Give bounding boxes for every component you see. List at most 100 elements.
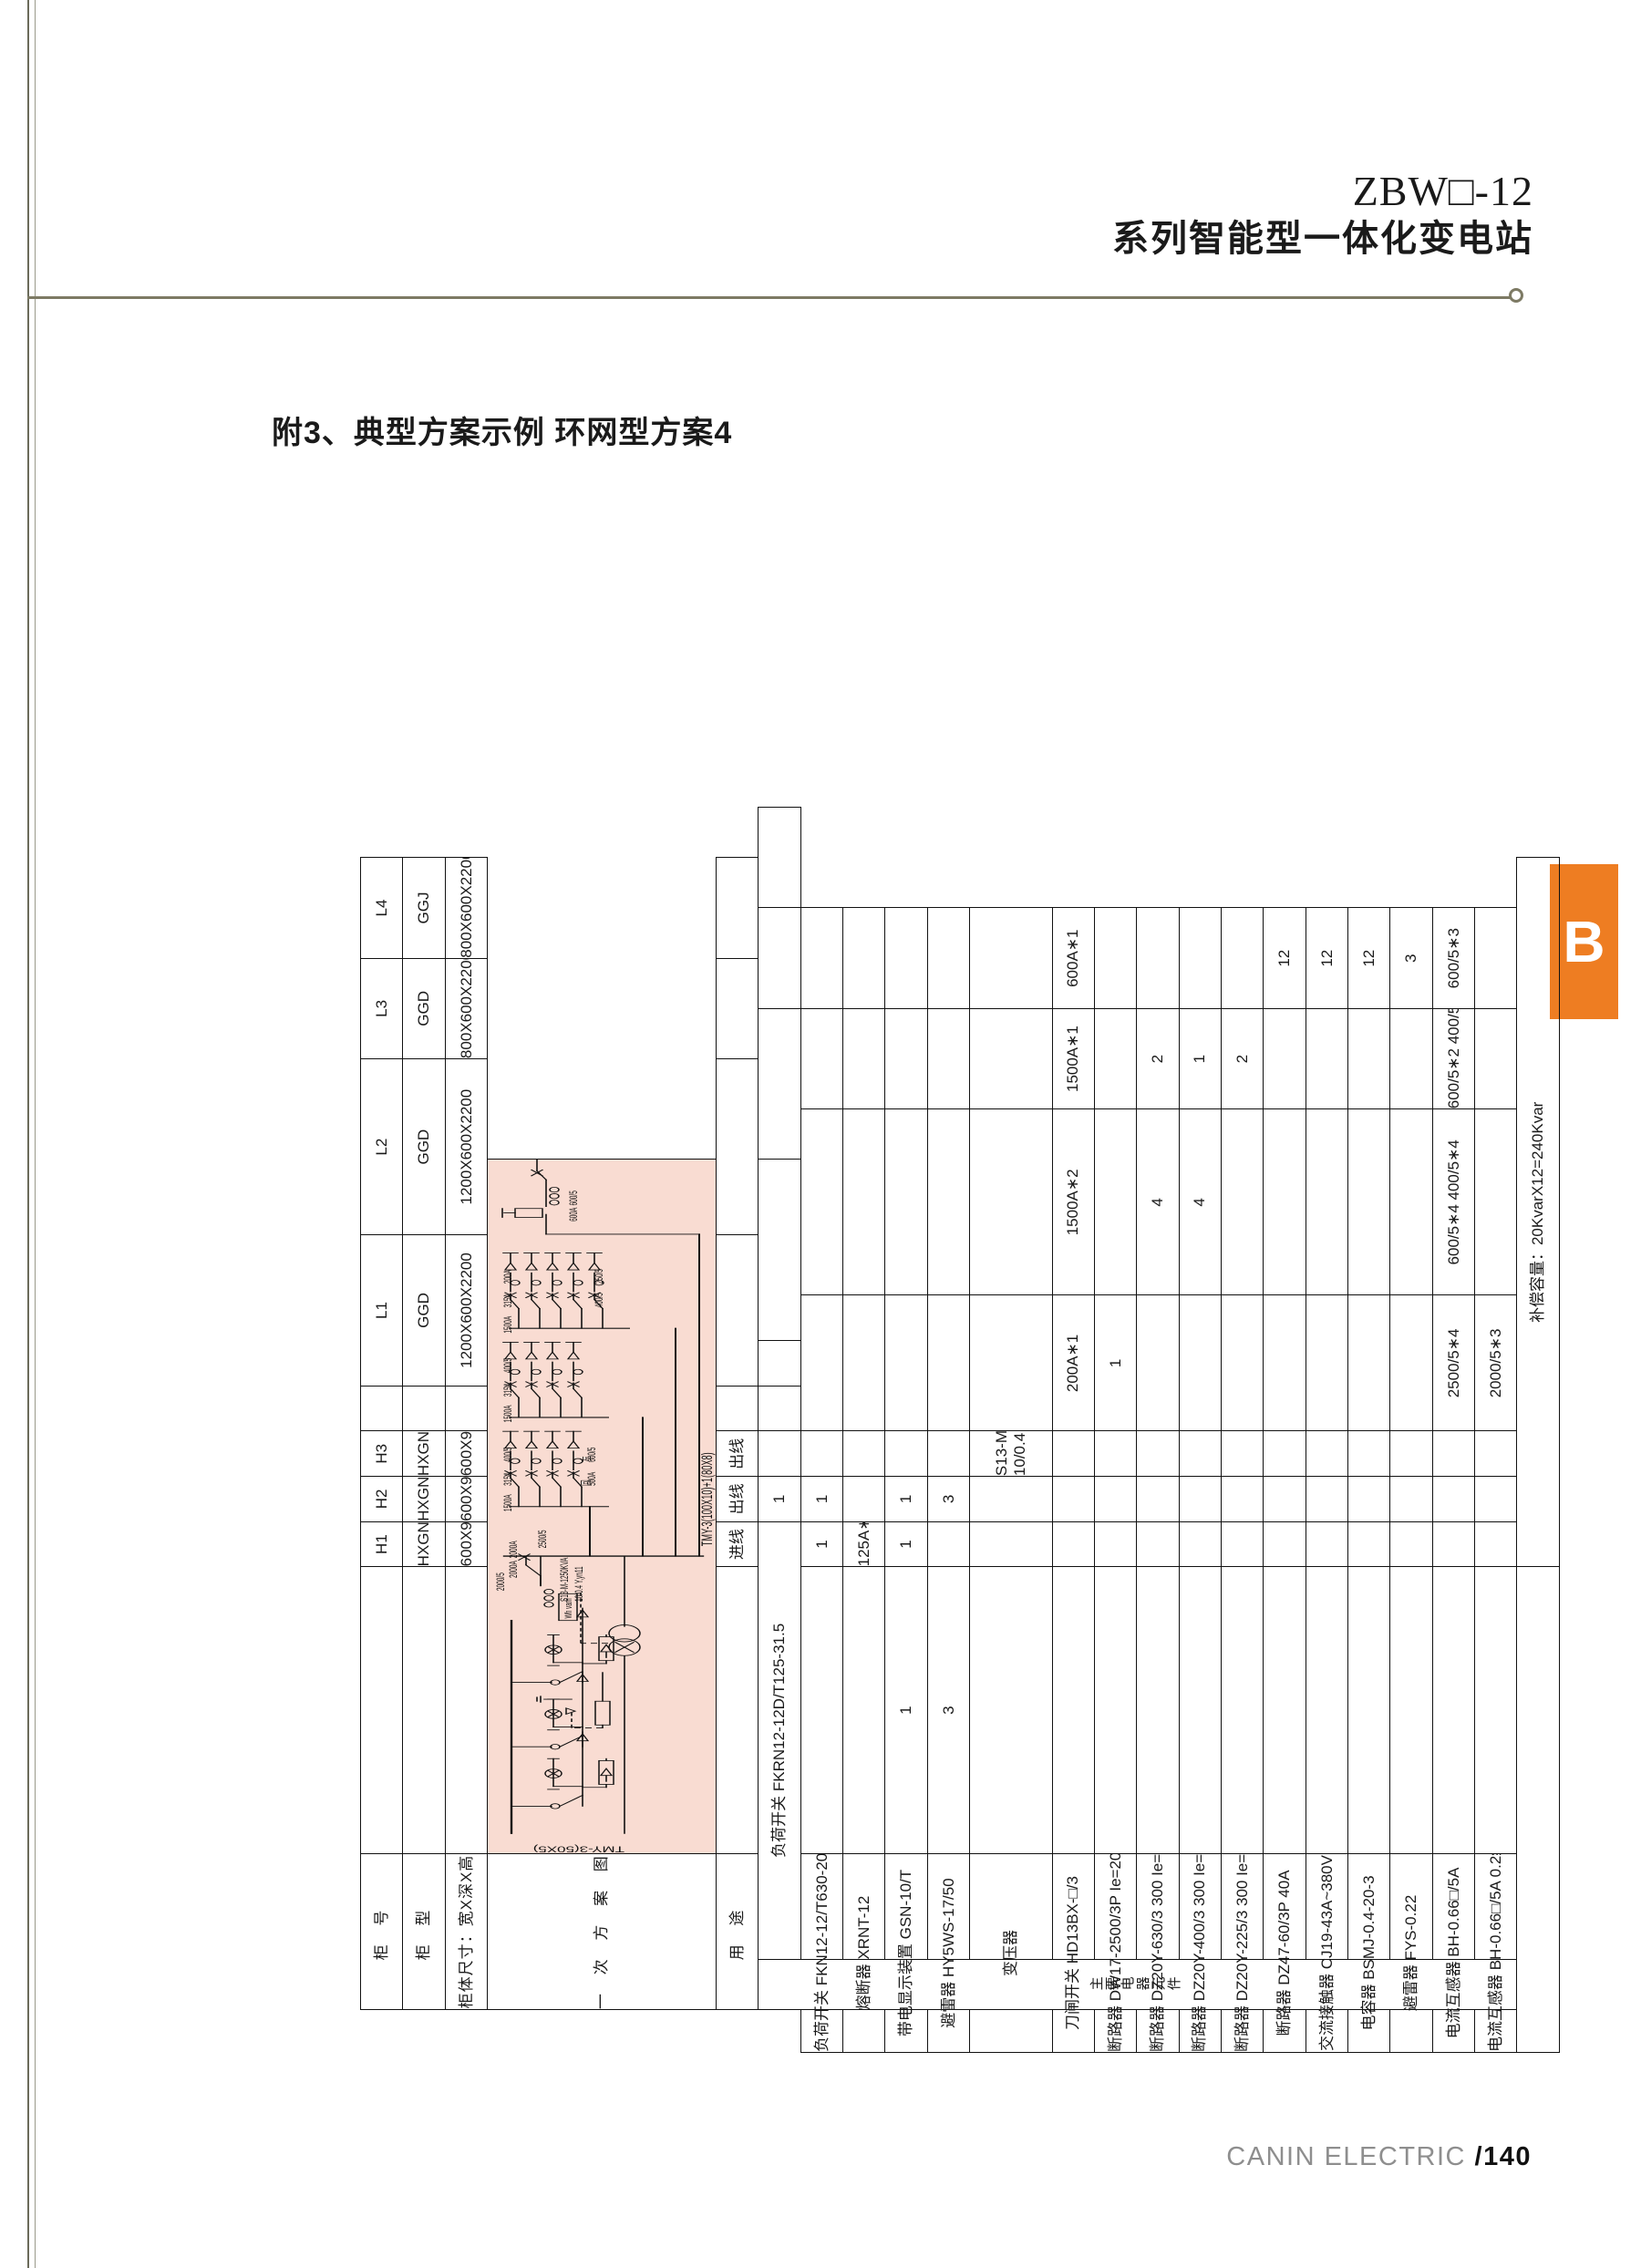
component-qty (758, 908, 801, 1009)
svg-text:回: 回 (581, 1479, 593, 1486)
component-name: 熔断器 XRNT-12 (842, 1853, 885, 2053)
cabinet-size-H3: 600X900X2200 (445, 1430, 488, 1477)
spine-top-blank (361, 2010, 801, 2053)
component-qty (884, 1294, 928, 1431)
component-qty (969, 1294, 1053, 1431)
component-qty (927, 1294, 970, 1431)
component-qty: 1500A∗2 (1052, 1108, 1095, 1295)
cabinet-size-L3: 800X600X2200 (445, 958, 488, 1059)
svg-text:2000A: 2000A (508, 1561, 521, 1578)
row-component: 负荷开关 FKN12-12/T630-20 1 1 (800, 493, 843, 2053)
component-qty (1094, 1521, 1137, 1567)
component-qty: 2500/5∗4 (1432, 1294, 1475, 1431)
row-label-primary-diagram: 一 次 方 案 图 (487, 1853, 717, 2010)
row-compensation-note: 补偿容量：20KvarX12=240Kvar (1516, 493, 1560, 2053)
row-component: 断路器 DW17-2500/3P Ie=2000A 1 (1094, 493, 1137, 2053)
component-qty (927, 1008, 970, 1109)
row-cabinet-no: 柜 号 H1 H2 H3 L1 L2 L3 L4 (360, 493, 403, 2053)
row-component: 断路器 DZ20Y-630/3 300 Ie=500A 4 2 (1136, 493, 1180, 2053)
component-qty (1221, 1108, 1264, 1295)
component-qty (1136, 1476, 1180, 1522)
component-qty (1347, 1476, 1390, 1522)
component-qty: 1 (884, 1476, 928, 1522)
component-qty (1306, 1521, 1348, 1567)
component-name: 带电显示装置 GSN-10/T (884, 1853, 928, 2053)
component-qty (1094, 1566, 1137, 1854)
component-qty (1389, 1430, 1433, 1477)
header-corner-blank (360, 1566, 403, 1854)
component-qty (1136, 1566, 1180, 1854)
component-name: 刀闸开关 HD13BX-□/3 (1052, 1853, 1095, 2053)
cabinet-type-L2: GGD (402, 1058, 446, 1235)
component-qty (1052, 1521, 1095, 1567)
row-component: 断路器 DZ47-60/3P 40A 12 (1263, 493, 1306, 2053)
svg-text:1500A: 1500A (502, 1315, 515, 1333)
component-qty (884, 908, 928, 1009)
component-qty (1094, 1476, 1137, 1522)
usage-H1: 进线 (716, 1521, 759, 1567)
component-qty (969, 1521, 1053, 1567)
row-component: 主要电器元件 负荷开关 FKRN12-12D/T125-31.5 1 (758, 493, 1517, 2053)
component-qty (758, 807, 801, 908)
component-name: 负荷开关 FKRN12-12D/T125-31.5 (758, 1521, 801, 1960)
svg-text:250/5: 250/5 (593, 1269, 606, 1283)
component-qty (1474, 1430, 1517, 1477)
row-component: 避雷器 FYS-0.22 3 (1389, 493, 1433, 2053)
row-label-cabinet-size: 柜体尺寸：宽X深X高 (445, 1853, 488, 2010)
component-qty (1347, 1108, 1390, 1295)
component-qty (1221, 1294, 1264, 1431)
component-qty (884, 1008, 928, 1109)
usage-L3 (716, 958, 759, 1059)
component-qty: 600/5∗4 400/5∗4 (1432, 1108, 1475, 1295)
footer-page-number: 140 (1483, 2142, 1532, 2171)
row-primary-diagram: 一 次 方 案 图 TMY-3(50X5) S13-M-1250KVA 10/0.4 … (487, 493, 717, 2053)
component-qty (969, 1008, 1053, 1109)
scheme-table: 柜 号 H1 H2 H3 L1 L2 L3 L4 柜 型 HXGN-12 HXGN-12 HXGN-1… (360, 492, 1560, 2053)
component-qty (1179, 908, 1222, 1009)
component-qty (1474, 1521, 1517, 1567)
component-qty (927, 1430, 970, 1477)
cabinet-type-L4: GGJ (402, 857, 446, 959)
comp-note-blank-left (1516, 1566, 1560, 2053)
row-component: 电容器 BSMJ-0.4-20-3 12 (1347, 493, 1390, 2053)
svg-text:315A: 315A (502, 1294, 515, 1308)
component-qty (1263, 1430, 1306, 1477)
component-qty: 1 (1179, 1008, 1222, 1109)
component-qty (1221, 1566, 1264, 1854)
component-qty (1263, 1566, 1306, 1854)
component-qty (969, 1108, 1053, 1295)
cabinet-type-H3: HXGN-12 (402, 1430, 446, 1477)
cabinet-type-L1: GGD (402, 1234, 446, 1387)
component-qty (1347, 1008, 1390, 1109)
component-qty (1263, 1476, 1306, 1522)
component-qty (1094, 1008, 1137, 1109)
component-qty (1221, 1476, 1264, 1522)
component-qty (1474, 1566, 1517, 1854)
size-corner-blank (445, 1566, 488, 1854)
cabinet-size-H1: 600X900X2200 (445, 1521, 488, 1567)
component-qty (1263, 1294, 1306, 1431)
component-qty (1136, 908, 1180, 1009)
row-component: 刀闸开关 HD13BX-□/3 200A∗1 1500A∗2 1500A∗1 600A∗… (1052, 493, 1095, 2053)
usage-corner-blank (716, 1566, 759, 1854)
component-qty (1389, 1476, 1433, 1522)
svg-text:400/5: 400/5 (502, 1358, 515, 1373)
component-name: 断路器 DZ20Y-400/3 300 Ie=315A (1179, 1853, 1222, 2053)
component-qty (1179, 1430, 1222, 1477)
section-tab-b: B (1550, 864, 1618, 1019)
svg-text:600/5: 600/5 (568, 1191, 581, 1205)
component-qty (1179, 1521, 1222, 1567)
component-qty (1432, 1566, 1475, 1854)
component-qty (1094, 1430, 1137, 1477)
component-qty: 1500A∗1 (1052, 1008, 1095, 1109)
component-qty: 1 (758, 1476, 801, 1522)
svg-text:S13-M-1250KVA: S13-M-1250KVA (559, 1557, 572, 1602)
svg-text:TMY-3(50X5): TMY-3(50X5) (533, 1844, 624, 1853)
component-qty: 600/5∗3 (1432, 908, 1475, 1009)
component-name: 避雷器 FYS-0.22 (1389, 1853, 1433, 2053)
usage-H3: 出线 (716, 1430, 759, 1477)
component-qty: 3 (927, 1476, 970, 1522)
component-qty: 1 (884, 1566, 928, 1854)
component-qty (969, 1566, 1053, 1854)
component-qty: 4 (1136, 1108, 1180, 1295)
